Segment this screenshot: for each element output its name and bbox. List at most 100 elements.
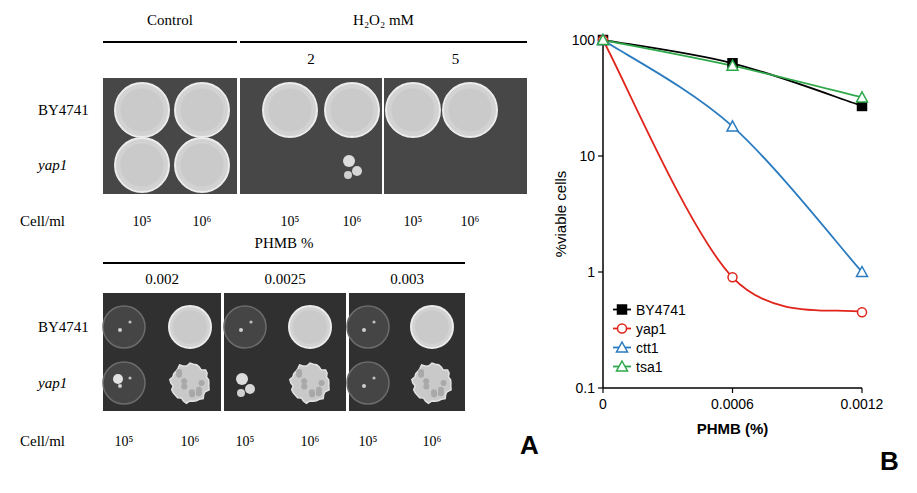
y-tick-label: 1 <box>587 264 595 280</box>
colony <box>245 384 255 394</box>
colony <box>352 166 362 176</box>
spot-faint <box>103 306 145 348</box>
spot-growth <box>290 363 329 403</box>
spot <box>103 306 145 348</box>
condition-label: 0.0025 <box>264 271 305 287</box>
spot-faint <box>103 362 145 404</box>
spot-texture <box>441 380 447 386</box>
data-point <box>858 308 867 317</box>
x-tick-label: 0.0012 <box>841 396 884 412</box>
panel-label: A <box>520 430 539 460</box>
x-tick <box>732 388 733 393</box>
legend-marker <box>618 324 627 333</box>
condition-label: 0.003 <box>390 271 424 287</box>
spot-texture <box>176 372 182 378</box>
data-point <box>598 35 609 45</box>
spot-center <box>268 88 311 131</box>
x-axis-title: PHMB (%) <box>697 420 769 437</box>
y-tick-label: 0.1 <box>576 380 596 396</box>
density-label: 10⁵ <box>115 434 134 449</box>
plate-image <box>240 78 382 194</box>
density-label: 10⁵ <box>133 214 152 229</box>
plate-image <box>384 78 527 194</box>
data-point <box>599 36 608 45</box>
spot-texture <box>199 380 205 386</box>
density-label: 10⁶ <box>193 214 212 229</box>
data-point <box>599 36 608 45</box>
x-tick <box>602 388 603 393</box>
density-label: 10⁶ <box>181 434 200 449</box>
spot-texture <box>438 387 444 393</box>
spot <box>347 306 389 348</box>
strain-label: yap1 <box>36 375 67 391</box>
strain-label: yap1 <box>36 157 67 173</box>
spot <box>115 138 169 192</box>
x-tick-label: 0 <box>599 396 607 412</box>
spot-growth <box>115 83 169 137</box>
colony <box>343 155 355 167</box>
spot-growth <box>263 83 317 137</box>
colony <box>128 376 131 379</box>
spot <box>169 306 211 348</box>
spot-texture <box>189 391 195 397</box>
density-label: 10⁵ <box>359 434 378 449</box>
colony <box>239 328 243 332</box>
spot <box>411 306 453 348</box>
condition-label: 0.002 <box>145 271 179 287</box>
data-point <box>727 121 738 131</box>
condition-label: 2 <box>307 51 315 67</box>
colony <box>118 328 122 332</box>
y-axis-title: %viable cells <box>552 171 569 258</box>
legend: BY4741yap1ctt1tsa1 <box>613 302 686 375</box>
density-label: 10⁶ <box>461 214 480 229</box>
spot <box>289 306 331 348</box>
plot-lines <box>603 40 862 312</box>
spot <box>412 363 451 403</box>
strain-label: BY4741 <box>38 319 89 335</box>
spot-texture <box>431 391 437 397</box>
group-line <box>103 262 465 264</box>
condition-label: 5 <box>452 51 460 67</box>
spot <box>347 362 389 404</box>
spot-texture <box>181 378 187 384</box>
spot-texture <box>196 387 202 393</box>
spot-growth <box>170 363 209 403</box>
background <box>0 0 917 493</box>
colony <box>113 374 123 384</box>
spot-center <box>330 88 373 131</box>
spot-center <box>415 310 449 344</box>
spot-growth <box>443 83 497 137</box>
legend-marker <box>617 342 628 352</box>
colony <box>249 320 252 323</box>
x-tick <box>861 388 862 393</box>
cell-label: Cell/ml <box>20 433 65 449</box>
spot-texture <box>423 384 429 390</box>
strain-label: BY4741 <box>38 102 89 118</box>
plate-image <box>224 293 346 411</box>
panel-label: B <box>880 446 899 476</box>
density-label: 10⁵ <box>404 214 423 229</box>
data-point <box>857 92 868 102</box>
legend-label: ctt1 <box>636 340 659 356</box>
legend-label: tsa1 <box>636 359 663 375</box>
colony <box>362 328 366 332</box>
data-point <box>858 101 867 110</box>
colony <box>128 320 131 323</box>
spot-center <box>180 88 223 131</box>
x-tick-label: 0.0006 <box>711 396 754 412</box>
group-title: Control <box>147 12 193 28</box>
density-label: 10⁵ <box>236 434 255 449</box>
spot-texture <box>301 378 307 384</box>
spot-center <box>180 143 223 186</box>
spot-texture <box>181 384 187 390</box>
spot-growth <box>289 306 331 348</box>
spot-faint <box>224 306 266 348</box>
spot-center <box>120 143 163 186</box>
spot <box>103 362 145 404</box>
legend-label: BY4741 <box>636 302 686 318</box>
plot-markers <box>598 35 868 317</box>
spot-growth <box>175 83 229 137</box>
series-line <box>603 40 862 106</box>
group-title: H₂O₂ mM <box>353 12 414 28</box>
cell-label: Cell/ml <box>20 213 65 229</box>
